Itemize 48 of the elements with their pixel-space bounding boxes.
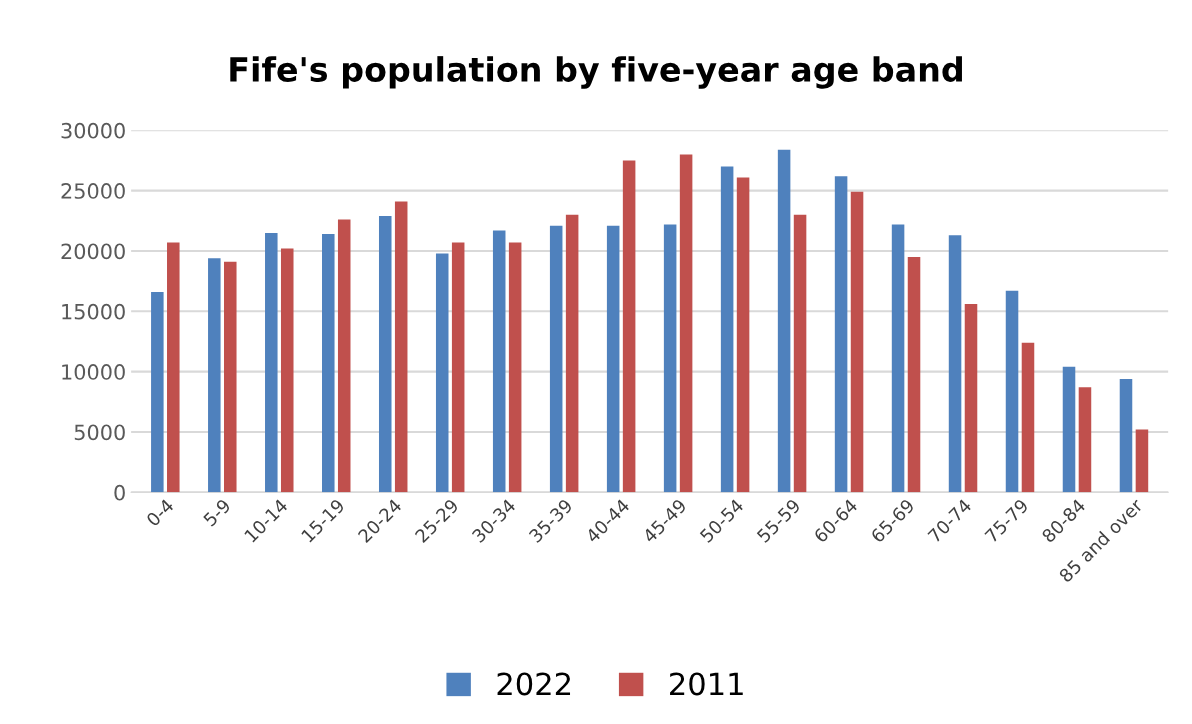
bar (508, 242, 522, 493)
legend-label: 2011 (670, 672, 743, 696)
bar (451, 242, 465, 493)
bar (793, 214, 807, 493)
x-tick-label: 5-9 (202, 498, 232, 527)
bar (167, 242, 180, 493)
bar (492, 230, 506, 493)
bar (208, 258, 221, 493)
bar (549, 225, 563, 493)
bar (1119, 378, 1133, 493)
bar (679, 154, 693, 493)
bar (1062, 366, 1076, 493)
bar (394, 201, 408, 493)
bar (1135, 429, 1149, 493)
bar (337, 219, 351, 493)
bar (834, 176, 848, 493)
y-tick-label: 25000 (61, 183, 125, 199)
bar (1005, 290, 1019, 493)
bar (720, 166, 734, 493)
bar (891, 224, 905, 493)
y-tick-label: 10000 (62, 364, 125, 380)
y-tick-label: 0 (114, 484, 125, 501)
y-tick-label: 5000 (74, 424, 125, 441)
bar (907, 257, 921, 493)
bar (1078, 387, 1092, 493)
bar (435, 253, 449, 493)
y-tick-label: 30000 (61, 122, 125, 139)
bar (777, 149, 791, 493)
bar (280, 248, 294, 493)
bar (265, 232, 278, 493)
bar (850, 191, 864, 493)
chart-title: Fife's population by five-year age band (230, 56, 962, 89)
bar (322, 234, 335, 493)
y-tick-label: 20000 (61, 243, 125, 260)
bar (736, 177, 750, 493)
bar (151, 292, 164, 493)
bar (565, 214, 579, 493)
bar (378, 215, 392, 493)
bar (663, 224, 677, 493)
bar (948, 235, 962, 493)
legend-label: 2022 (497, 672, 571, 696)
x-tick-label: 0-4 (145, 498, 175, 528)
y-tick-label: 15000 (62, 303, 125, 320)
bar (224, 261, 237, 493)
bar (1021, 342, 1035, 493)
bar (622, 160, 636, 493)
bar (606, 225, 620, 493)
bar (964, 304, 978, 493)
